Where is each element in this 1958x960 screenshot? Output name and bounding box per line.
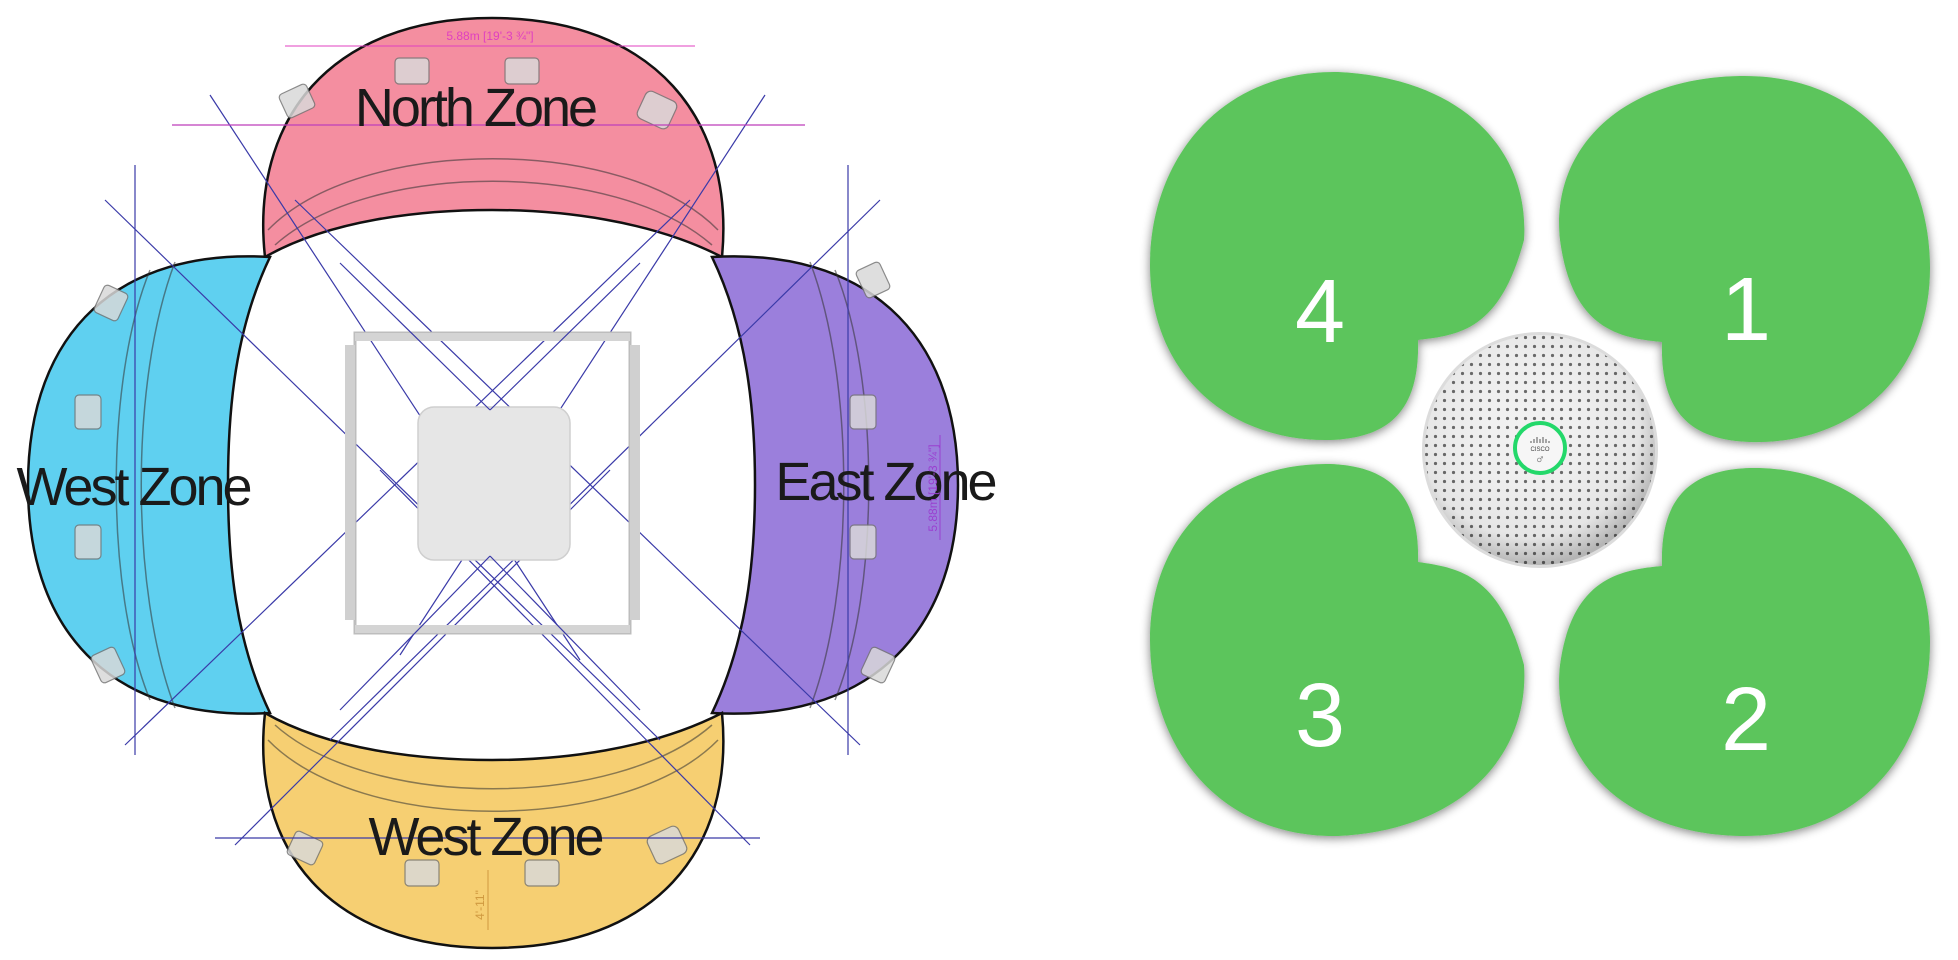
pickup-lobe-1: [1559, 75, 1930, 443]
pickup-lobe-3: [1150, 463, 1525, 837]
device-brand: CISCO: [1530, 447, 1549, 453]
west-zone-label: West Zone: [16, 457, 250, 517]
conference-table: [417, 406, 571, 561]
ceiling-microphone: CISCO ♂: [1422, 332, 1658, 568]
lobe-number-3: 3: [1295, 666, 1345, 766]
right-dimension-label: 5.88m [19'-3 ¾"]: [926, 444, 940, 531]
lobe-number-2: 2: [1721, 670, 1771, 770]
room-zone-diagram: North Zone West Zone East Zone West Zone…: [16, 16, 999, 950]
bottom-dimension-label: 4'-11": [473, 890, 487, 920]
cisco-logo-icon: [1530, 437, 1550, 443]
chairs: [74, 57, 896, 887]
pickup-lobe-4: [1150, 71, 1525, 441]
room-center: [339, 262, 641, 711]
west-zone-area: [26, 255, 272, 715]
north-zone-label: North Zone: [355, 78, 596, 138]
lobe-number-1: 1: [1721, 260, 1771, 360]
microphone-icon: ♂: [1536, 455, 1543, 464]
east-zone-label: East Zone: [775, 452, 995, 512]
north-zone-area: [262, 16, 725, 260]
microphone-pickup-pattern: 4 1 3 2 CISCO ♂: [1150, 71, 1930, 837]
south-zone-area: [262, 710, 725, 950]
status-ring: [1513, 421, 1567, 475]
east-zone-area: [710, 255, 960, 715]
table-curves: [115, 158, 870, 812]
pickup-lobe-2: [1559, 467, 1930, 837]
south-zone-label: West Zone: [368, 807, 602, 867]
dimension-lines: [172, 45, 941, 930]
top-dimension-label: 5.88m [19'-3 ¾"]: [446, 29, 533, 43]
lobe-number-4: 4: [1295, 262, 1345, 362]
